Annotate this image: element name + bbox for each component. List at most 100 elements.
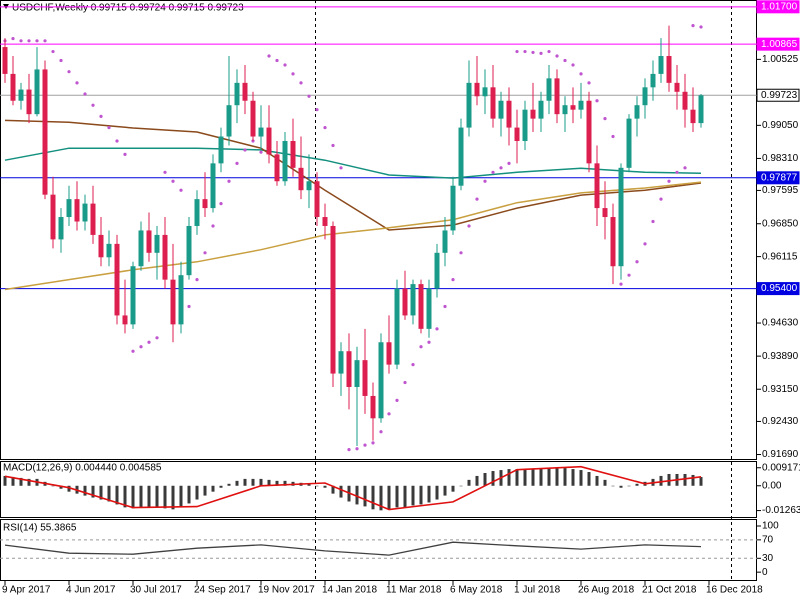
candle-body xyxy=(610,217,616,267)
macd-bar xyxy=(555,468,559,486)
macd-bar xyxy=(323,485,327,488)
level-label-box xyxy=(756,171,800,185)
sar-dot xyxy=(579,72,583,76)
macd-bar xyxy=(91,485,95,498)
sar-dot xyxy=(507,161,511,165)
sar-dot xyxy=(139,345,143,349)
macd-bar xyxy=(435,485,439,500)
macd-bar xyxy=(19,477,23,486)
sar-dot xyxy=(131,349,135,353)
y-tick-label: 0.009171 xyxy=(762,462,800,473)
macd-bar xyxy=(67,485,71,492)
macd-bar xyxy=(235,480,239,486)
macd-bar xyxy=(123,485,127,508)
macd-bar xyxy=(659,475,663,486)
sar-dot xyxy=(595,99,599,103)
sar-dot xyxy=(19,39,23,43)
candle-body xyxy=(546,78,552,101)
macd-bar xyxy=(683,473,687,486)
sar-dot xyxy=(643,242,647,246)
candle-body xyxy=(554,78,560,115)
sar-dot xyxy=(171,179,175,183)
sar-dot xyxy=(275,58,279,63)
candle-body xyxy=(210,163,216,209)
sar-dot xyxy=(283,63,287,67)
sar-dot xyxy=(267,54,271,58)
sar-dot xyxy=(91,103,95,107)
candle-body xyxy=(98,234,104,258)
candle-body xyxy=(162,234,168,280)
candle-body xyxy=(146,230,152,253)
macd-bar xyxy=(587,472,591,486)
macd-bar xyxy=(395,485,399,508)
x-tick-label: 30 Jul 2017 xyxy=(130,585,182,596)
macd-bar xyxy=(635,483,639,486)
y-tick-label: 0.91690 xyxy=(762,449,799,460)
sar-dot xyxy=(347,448,351,452)
sar-dot xyxy=(11,36,15,41)
y-tick-label: 0.92430 xyxy=(762,416,799,427)
candle-body xyxy=(26,89,32,115)
candle-body xyxy=(602,208,608,218)
candle-body xyxy=(570,105,576,110)
y-tick-label: 0.94630 xyxy=(762,318,799,329)
candle-body xyxy=(506,100,512,128)
rsi-title: RSI(14) 55.3865 xyxy=(3,523,77,534)
candle-body xyxy=(194,199,200,226)
candle-body xyxy=(674,82,680,92)
macd-bar xyxy=(187,485,191,504)
sar-dot xyxy=(435,327,439,331)
sar-dot xyxy=(323,125,327,130)
x-tick-label: 19 Nov 2017 xyxy=(258,585,315,596)
candle-body xyxy=(386,342,392,365)
x-tick-label: 1 Jul 2018 xyxy=(514,585,561,596)
y-tick-label: 70 xyxy=(762,534,774,545)
candle-body xyxy=(242,82,248,101)
sar-dot xyxy=(651,219,655,224)
candle-body xyxy=(402,288,408,316)
main-panel xyxy=(0,0,757,460)
sar-dot xyxy=(515,49,519,54)
macd-bar xyxy=(363,485,367,507)
macd-bar xyxy=(11,476,15,486)
candle-body xyxy=(450,185,456,231)
x-tick-label: 16 Dec 2018 xyxy=(706,585,763,596)
macd-bar xyxy=(515,469,519,486)
x-tick-label: 11 Mar 2018 xyxy=(386,585,442,596)
sar-dot xyxy=(411,363,415,367)
candle-body xyxy=(586,100,592,164)
macd-bar xyxy=(283,480,287,486)
candle-body xyxy=(290,140,296,168)
candle-body xyxy=(298,167,304,191)
candle-body xyxy=(138,230,144,267)
candle-body xyxy=(442,230,448,253)
candle-body xyxy=(274,154,280,182)
candle-body xyxy=(418,284,424,329)
sar-dot xyxy=(555,54,559,58)
y-tick-label: 0.97595 xyxy=(762,185,799,196)
candle-body xyxy=(538,100,544,119)
macd-bar xyxy=(571,469,575,486)
macd-bar xyxy=(427,485,431,503)
sar-dot xyxy=(571,63,575,67)
sar-dot xyxy=(83,92,87,96)
level-label-box xyxy=(756,0,800,14)
candle-body xyxy=(394,288,400,365)
candle-body xyxy=(250,100,256,137)
candle-body xyxy=(178,275,184,325)
candle-body xyxy=(618,167,624,267)
sar-dot xyxy=(179,188,183,192)
macd-bar xyxy=(459,485,463,487)
level-label-box xyxy=(756,37,800,51)
sar-dot xyxy=(107,125,111,130)
candle-body xyxy=(186,225,192,276)
candle-body xyxy=(338,351,344,374)
sar-dot xyxy=(331,143,335,148)
macd-bar xyxy=(315,485,319,487)
macd-bar xyxy=(155,485,159,508)
x-tick-label: 9 Apr 2017 xyxy=(2,585,51,596)
sar-dot xyxy=(387,412,391,416)
macd-bar xyxy=(475,475,479,486)
